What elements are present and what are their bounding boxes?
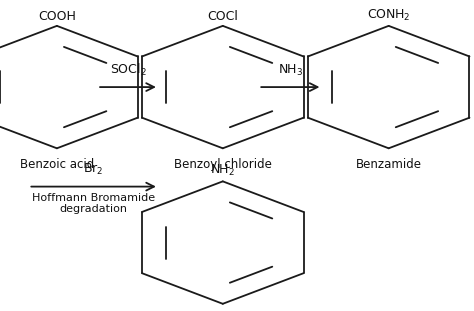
Text: CONH$_2$: CONH$_2$ <box>367 8 410 23</box>
Text: Benzamide: Benzamide <box>356 158 422 171</box>
Text: Br$_2$: Br$_2$ <box>83 162 104 177</box>
Text: Benzoic acid: Benzoic acid <box>20 158 94 171</box>
Text: Benzoyl chloride: Benzoyl chloride <box>174 158 272 171</box>
Text: Hoffmann Bromamide
degradation: Hoffmann Bromamide degradation <box>32 193 155 214</box>
Text: COCl: COCl <box>207 10 238 23</box>
Text: NH$_3$: NH$_3$ <box>278 63 303 78</box>
Text: NH$_2$: NH$_2$ <box>210 163 235 178</box>
Text: SOCl$_2$: SOCl$_2$ <box>109 62 146 78</box>
Text: COOH: COOH <box>38 10 76 23</box>
